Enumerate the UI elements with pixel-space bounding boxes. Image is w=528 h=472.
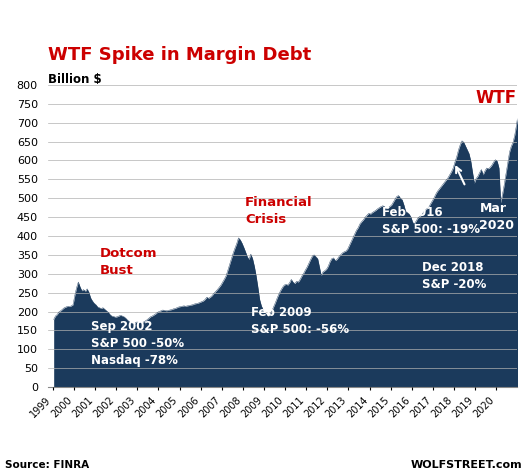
Text: Billion $: Billion $ bbox=[48, 73, 101, 86]
Text: WOLFSTREET.com: WOLFSTREET.com bbox=[411, 460, 523, 470]
Text: Dec 2018
S&P -20%: Dec 2018 S&P -20% bbox=[422, 261, 487, 291]
Text: WTF: WTF bbox=[475, 89, 516, 107]
Text: WTF Spike in Margin Debt: WTF Spike in Margin Debt bbox=[48, 46, 311, 64]
Text: Feb 2009
S&P 500: -56%: Feb 2009 S&P 500: -56% bbox=[251, 306, 350, 336]
Text: Mar
2020: Mar 2020 bbox=[479, 202, 514, 232]
Text: Feb 2016
S&P 500: -19%: Feb 2016 S&P 500: -19% bbox=[382, 206, 480, 236]
Text: Source: FINRA: Source: FINRA bbox=[5, 460, 89, 470]
Text: Financial
Crisis: Financial Crisis bbox=[245, 196, 313, 227]
Text: Sep 2002
S&P 500 -50%
Nasdaq -78%: Sep 2002 S&P 500 -50% Nasdaq -78% bbox=[91, 320, 184, 367]
Text: Dotcom
Bust: Dotcom Bust bbox=[99, 247, 157, 278]
